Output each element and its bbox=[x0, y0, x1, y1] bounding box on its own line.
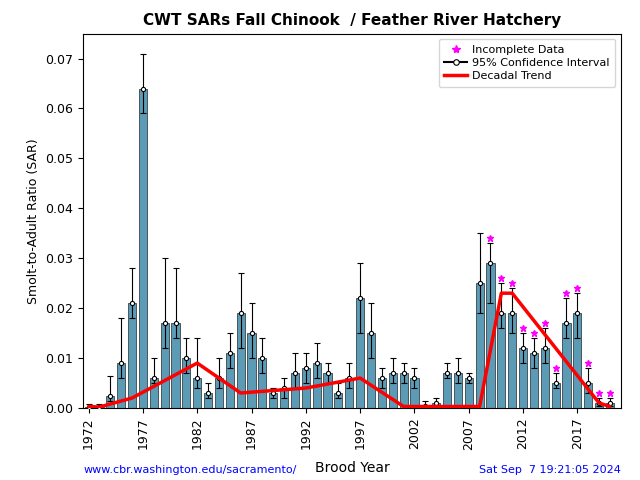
Bar bbox=[345, 378, 353, 408]
Bar bbox=[508, 313, 516, 408]
Bar bbox=[291, 373, 299, 408]
Bar bbox=[226, 353, 234, 408]
Bar bbox=[530, 353, 538, 408]
Bar bbox=[454, 373, 462, 408]
Bar bbox=[410, 378, 419, 408]
Bar bbox=[302, 368, 310, 408]
Text: www.cbr.washington.edu/sacramento/: www.cbr.washington.edu/sacramento/ bbox=[83, 465, 296, 475]
Title: CWT SARs Fall Chinook  / Feather River Hatchery: CWT SARs Fall Chinook / Feather River Ha… bbox=[143, 13, 561, 28]
Bar bbox=[465, 378, 473, 408]
Bar bbox=[215, 378, 223, 408]
Bar bbox=[432, 403, 440, 408]
Bar bbox=[204, 393, 212, 408]
Bar bbox=[356, 298, 364, 408]
Bar bbox=[139, 88, 147, 408]
Bar bbox=[606, 403, 614, 408]
Bar bbox=[323, 373, 332, 408]
Bar bbox=[595, 403, 603, 408]
Bar bbox=[84, 407, 93, 408]
Y-axis label: Smolt-to-Adult Ratio (SAR): Smolt-to-Adult Ratio (SAR) bbox=[27, 138, 40, 304]
Bar bbox=[193, 378, 202, 408]
Bar bbox=[248, 333, 255, 408]
Bar bbox=[182, 358, 191, 408]
Bar bbox=[312, 363, 321, 408]
Bar bbox=[399, 373, 408, 408]
Bar bbox=[378, 378, 386, 408]
Bar bbox=[259, 358, 266, 408]
Bar bbox=[497, 313, 506, 408]
Bar bbox=[541, 348, 549, 408]
Bar bbox=[172, 323, 180, 408]
Text: Brood Year: Brood Year bbox=[315, 461, 389, 475]
Bar bbox=[150, 378, 158, 408]
Bar bbox=[421, 406, 429, 408]
Bar bbox=[563, 323, 571, 408]
Bar bbox=[95, 407, 104, 408]
Bar bbox=[573, 313, 581, 408]
Bar bbox=[117, 363, 125, 408]
Bar bbox=[269, 393, 277, 408]
Bar bbox=[161, 323, 169, 408]
Bar bbox=[476, 283, 484, 408]
Bar bbox=[584, 383, 592, 408]
Bar bbox=[443, 373, 451, 408]
Bar bbox=[106, 396, 115, 408]
Bar bbox=[237, 313, 244, 408]
Bar bbox=[552, 383, 560, 408]
Legend: Incomplete Data, 95% Confidence Interval, Decadal Trend: Incomplete Data, 95% Confidence Interval… bbox=[439, 39, 615, 87]
Text: Sat Sep  7 19:21:05 2024: Sat Sep 7 19:21:05 2024 bbox=[479, 465, 621, 475]
Bar bbox=[388, 373, 397, 408]
Bar bbox=[280, 388, 288, 408]
Bar bbox=[128, 303, 136, 408]
Bar bbox=[519, 348, 527, 408]
Bar bbox=[334, 393, 342, 408]
Bar bbox=[367, 333, 375, 408]
Bar bbox=[486, 263, 495, 408]
